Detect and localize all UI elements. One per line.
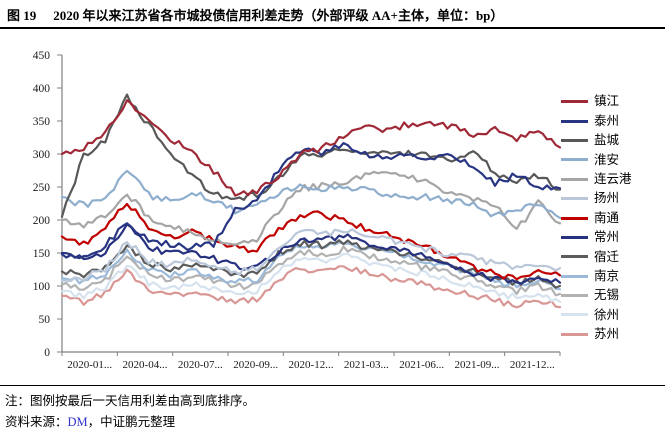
y-tick-label: 350 [33,116,51,128]
series-line-12 [60,252,562,303]
legend-swatch [561,332,588,336]
figure-title-row: 图 19 2020 年以来江苏省各市城投债信用利差走势（外部评级 AA+主体，单… [7,5,659,24]
source-suffix: ，中证鹏元整理 [87,415,176,429]
legend-swatch [561,274,588,278]
y-tick-label: 50 [39,314,51,326]
legend-swatch [561,100,588,104]
line-chart: 0 50 100 150 200 250 300 350 400 450 2020-01... 202… [33,50,562,371]
x-tick-label: 2021-12... [510,359,555,371]
legend-label: 连云港 [594,172,632,186]
legend-label: 无锡 [594,288,620,303]
series-line-13 [60,265,562,309]
legend-item-8: 常州 [561,228,632,247]
chart-legend: 镇江泰州盐城淮安连云港扬州南通常州宿迁南京无锡徐州苏州 [561,92,632,344]
legend-item-2: 泰州 [561,111,632,130]
figure-source: 资料来源：DM，中证鹏元整理 [5,411,175,430]
legend-label: 扬州 [594,191,620,206]
legend-item-1: 镇江 [561,92,632,111]
legend-label: 常州 [594,230,620,245]
legend-swatch [561,158,588,162]
chart-area: 0 50 100 150 200 250 300 350 400 450 2020-01... 202… [0,29,665,385]
legend-swatch [561,138,588,142]
y-tick-label: 0 [44,347,50,359]
notes-divider [0,385,665,386]
series-line-5 [60,170,562,246]
x-tick-label: 2021-03... [344,359,389,371]
x-tick-label: 2021-09... [455,359,500,371]
legend-swatch [561,294,588,298]
legend-swatch [561,255,588,259]
source-prefix: 资料来源： [5,415,68,429]
series-line-4 [60,169,562,220]
y-tick-label: 200 [33,215,51,227]
legend-label: 南京 [594,268,620,283]
legend-item-4: 淮安 [561,150,632,169]
legend-label: 苏州 [594,327,620,342]
figure-note: 注：图例按最后一天信用利差由高到底排序。 [5,394,256,408]
legend-item-7: 南通 [561,208,632,227]
x-tick-label: 2020-01... [67,359,112,371]
legend-item-11: 无锡 [561,286,632,305]
x-tick-label: 2020-09... [233,359,278,371]
legend-swatch [561,313,588,317]
series-line-1 [60,99,562,197]
legend-swatch [561,235,588,239]
legend-label: 宿迁 [594,249,620,264]
legend-item-12: 徐州 [561,305,632,324]
legend-label: 盐城 [594,133,620,148]
y-tick-label: 300 [33,149,51,161]
legend-swatch [561,197,588,201]
legend-label: 镇江 [594,94,620,109]
y-tick-label: 150 [33,248,51,260]
legend-swatch [561,177,588,181]
series-line-7 [60,202,562,281]
title-divider [0,27,665,29]
legend-label: 徐州 [594,307,620,322]
legend-label: 淮安 [594,152,620,167]
x-tick-label: 2020-07... [178,359,223,371]
figure-title: 2020 年以来江苏省各市城投债信用利差走势（外部评级 AA+主体，单位：bp） [53,8,504,23]
y-tick-label: 100 [33,281,51,293]
legend-item-13: 苏州 [561,325,632,344]
legend-item-6: 扬州 [561,189,632,208]
series-line-8 [60,223,562,285]
y-tick-label: 250 [33,182,51,194]
x-tick-label: 2020-04... [123,359,168,371]
source-link-dm[interactable]: DM [67,415,88,429]
legend-swatch [561,119,588,123]
y-tick-label: 450 [33,50,51,62]
legend-label: 南通 [594,210,620,225]
x-tick-label: 2021-06... [399,359,444,371]
legend-item-9: 宿迁 [561,247,632,266]
legend-swatch [561,216,588,220]
y-tick-label: 400 [33,83,51,95]
x-tick-label: 2020-12... [289,359,334,371]
legend-item-5: 连云港 [561,170,632,189]
legend-label: 泰州 [594,113,620,128]
series-line-3 [60,93,562,218]
legend-item-10: 南京 [561,267,632,286]
legend-item-3: 盐城 [561,131,632,150]
series-line-6 [60,228,562,283]
figure-label: 图 19 [7,8,37,23]
